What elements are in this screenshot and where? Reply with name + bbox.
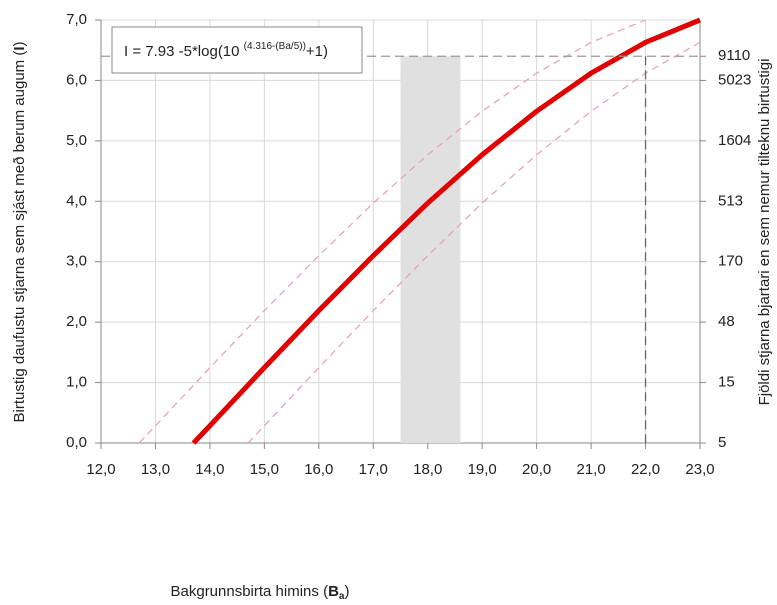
y-axis-label: Birtustig daufustu stjarna sem sjást með… (11, 41, 28, 422)
y2-tick-label: 5 (718, 434, 726, 451)
equation: I = 7.93 -5*log(10 (4.316-(Ba/5))+1) (124, 41, 328, 60)
y-tick-label: 6,0 (66, 71, 87, 88)
equation-box (111, 26, 363, 74)
y-tick-label: 5,0 (66, 132, 87, 149)
x-tick-label: 15,0 (250, 461, 279, 478)
x-tick-label: 12,0 (86, 461, 115, 478)
x-tick-label: 17,0 (359, 461, 388, 478)
y2-tick-label: 1604 (718, 132, 751, 149)
y2-tick-label: 513 (718, 192, 743, 209)
curve (191, 17, 701, 445)
y2-tick-label: 9110 (718, 47, 750, 64)
y-tick-label: 1,0 (66, 374, 87, 391)
x-tick-label: 23,0 (685, 461, 714, 478)
x-tick-label: 13,0 (141, 461, 170, 478)
y-tick-label: 4,0 (66, 192, 87, 209)
y-tick-label: 2,0 (66, 313, 87, 330)
x-axis-label: Bakgrunnsbirta himins (Ba) (171, 583, 350, 602)
highlight-band (400, 56, 461, 443)
y2-axis-label: Fjöldi stjarna bjartari en sem nemur til… (756, 59, 773, 406)
x-tick-label: 19,0 (468, 461, 497, 478)
y2-tick-label: 15 (718, 374, 735, 391)
x-tick-label: 18,0 (413, 461, 442, 478)
bound-line (138, 19, 646, 444)
equation-text: +1) (306, 43, 328, 60)
x-tick-label: 20,0 (522, 461, 551, 478)
y-tick-label: 7,0 (66, 11, 87, 28)
x-tick-label: 16,0 (304, 461, 333, 478)
y2-tick-label: 5023 (718, 71, 751, 88)
bound-line (247, 41, 701, 444)
equation-text: I = 7.93 -5*log(10 (124, 43, 244, 60)
y2-tick-label: 170 (718, 253, 743, 270)
y-tick-label: 3,0 (66, 253, 87, 270)
equation-superscript: (4.316-(Ba/5)) (244, 41, 306, 52)
y-tick-label: 0,0 (66, 434, 87, 451)
x-tick-label: 21,0 (576, 461, 605, 478)
x-tick-label: 22,0 (631, 461, 660, 478)
x-tick-label: 14,0 (195, 461, 224, 478)
y2-tick-label: 48 (718, 313, 735, 330)
